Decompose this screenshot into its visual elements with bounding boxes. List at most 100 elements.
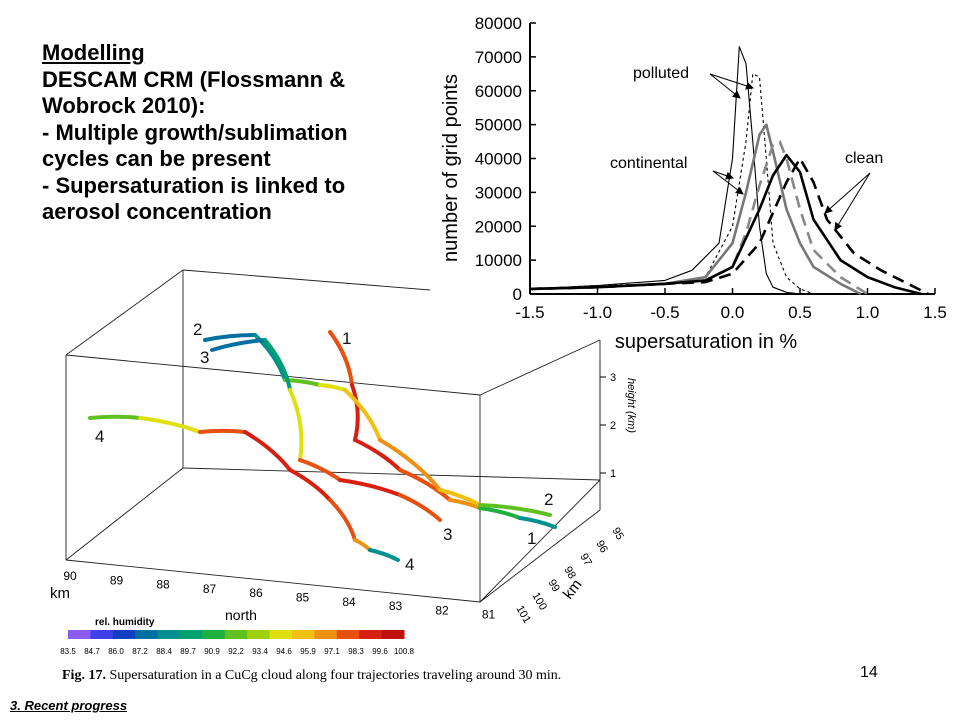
slide-text-line: cycles can be present [42, 146, 271, 171]
y-tick-label: 95 [609, 526, 626, 543]
slide-text-line: aerosol concentration [42, 199, 272, 224]
colorbar-title: rel. humidity [95, 617, 155, 628]
box-edge [65, 467, 184, 561]
histogram-axes: 0 10000 20000 30000 40000 50000 60000 70000 8000… [475, 14, 947, 322]
colorbar-tick-label: 92.2 [228, 647, 244, 656]
trajectory-segment [298, 458, 342, 482]
trajectory-segment [203, 333, 257, 342]
trajectory-segment [353, 438, 402, 472]
z-axis-label: height (km) [625, 378, 637, 433]
colorbar-segment [381, 630, 405, 639]
x-tick-label: 1.5 [923, 303, 947, 322]
trajectory-label: 2 [544, 490, 553, 509]
trajectory-label: 1 [527, 529, 536, 548]
trajectory-segment [198, 428, 247, 434]
x-tick-label: 86 [249, 586, 263, 600]
trajectory-label: 3 [200, 348, 209, 367]
x-tick-label: 0.0 [721, 303, 745, 322]
colorbar-tick-label: 88.4 [156, 647, 172, 656]
box-edge [182, 269, 431, 291]
x-tick-label: 81 [482, 608, 496, 622]
y-tick-label: 98 [561, 565, 578, 582]
histogram-annotations: polluted continental clean [610, 65, 883, 231]
trajectory-segment [353, 538, 372, 552]
annotation-polluted: polluted [633, 65, 689, 82]
slide-text-line: - Multiple growth/sublimation [42, 119, 348, 145]
x-tick-label: 89 [110, 573, 124, 587]
x-tick-label: 90 [63, 569, 77, 583]
trajectory-segment [328, 330, 354, 387]
annotation-arrow [709, 73, 754, 90]
trajectory-segment [318, 383, 347, 392]
trajectory-segment [378, 438, 442, 492]
figure-caption: Fig. 17. Supersaturation in a CuCg cloud… [62, 668, 561, 684]
trajectory-segment [343, 388, 382, 442]
trajectory-segment [398, 468, 452, 502]
colorbar-tick-label: 95.9 [300, 647, 316, 656]
y-axis-unit: km [560, 576, 586, 602]
x-tick-label: 1.0 [856, 303, 880, 322]
trajectory-label: 4 [95, 427, 104, 446]
colorbar-segment [359, 630, 383, 639]
footer-section-label: 3. Recent progress [10, 698, 128, 713]
trajectory-segment [338, 478, 402, 497]
x-tick-label: -0.5 [650, 303, 679, 322]
colorbar-segment [224, 630, 248, 639]
colorbar-segment [180, 630, 203, 639]
histogram-series [529, 46, 929, 296]
box-edge [182, 467, 601, 481]
box-edge [479, 339, 601, 396]
colorbar-tick-label: 98.3 [348, 647, 364, 656]
trajectory-segment [328, 498, 357, 542]
y-tick-label: 97 [577, 552, 594, 569]
colorbar-tick-label: 94.6 [276, 647, 292, 656]
colorbar-segment [247, 630, 271, 639]
x-tick-label: 87 [203, 582, 217, 596]
trajectory-segment [478, 506, 522, 520]
colorbar: 83.5 84.7 86.0 87.2 88.4 89.7 90.9 92.2 93.4 94.6… [60, 630, 415, 656]
y-tick-label: 99 [545, 578, 562, 595]
x-tick-label: 83 [389, 599, 403, 613]
slide-text-line: DESCAM CRM (Flossmann & [42, 66, 346, 92]
x-tick-label: 85 [296, 591, 310, 605]
y-tick-label: 96 [593, 539, 610, 556]
y-tick-label: 70000 [475, 48, 522, 67]
supersaturation-histogram: 0 10000 20000 30000 40000 50000 60000 70000 8000… [440, 14, 947, 353]
colorbar-tick-label: 83.5 [60, 647, 76, 656]
x-tick-label: -1.0 [583, 303, 612, 322]
y-tick-label: 60000 [475, 82, 522, 101]
colorbar-segment [135, 630, 159, 639]
trajectory-segment [243, 430, 292, 472]
y-tick-label: 80000 [475, 14, 522, 33]
x-tick-label: 84 [342, 595, 356, 609]
colorbar-tick-label: 86.0 [108, 647, 124, 656]
colorbar-segment [292, 630, 315, 639]
trajectory-segment [398, 493, 442, 522]
x-tick-label: 88 [156, 578, 170, 592]
box-edge [65, 559, 481, 603]
annotation-arrow [709, 73, 741, 99]
slide-text-line: - Supersaturation is linked to [42, 172, 346, 198]
trajectory-label: 3 [443, 525, 452, 544]
trajectory-segment [210, 338, 267, 352]
trajectory-segment [88, 414, 142, 420]
z-tick-label: 2 [610, 420, 616, 432]
trajectory-segment [438, 488, 482, 507]
y-tick-label: 10000 [475, 251, 522, 270]
colorbar-tick-label: 87.2 [132, 647, 148, 656]
annotation-arrow [824, 172, 871, 214]
caption-label: Fig. 17. [62, 668, 106, 683]
annotation-arrow [834, 172, 871, 231]
z-tick-label: 1 [610, 468, 616, 480]
y-tick-label: 101 [513, 604, 533, 626]
colorbar-tick-label: 90.9 [204, 647, 220, 656]
x-tick-label: 82 [435, 603, 449, 617]
y-tick-label: 40000 [475, 150, 522, 169]
box-edge [479, 479, 601, 603]
trajectory-segment [138, 416, 202, 434]
colorbar-segment [68, 630, 91, 639]
z-tick-label: 3 [610, 372, 616, 384]
trajectory-segment [288, 388, 304, 462]
